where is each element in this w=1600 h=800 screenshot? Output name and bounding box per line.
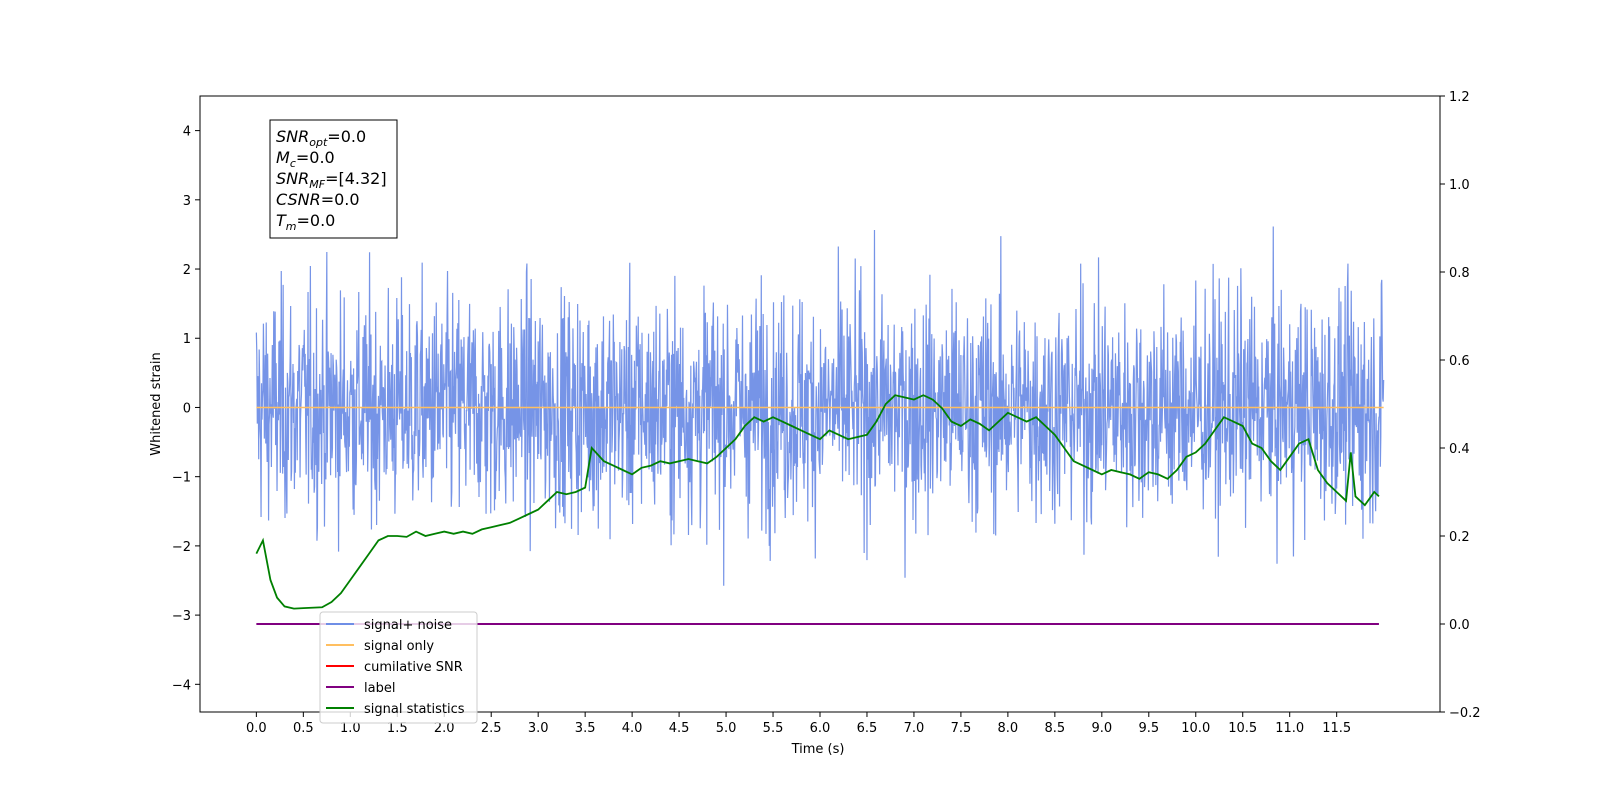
x-axis-label: Time (s) [791, 742, 845, 757]
x-tick-label: 10.5 [1228, 721, 1257, 736]
x-tick-label: 2.0 [434, 721, 455, 736]
y2-tick-label: 1.2 [1449, 90, 1470, 105]
x-tick-label: 7.0 [904, 721, 925, 736]
x-tick-label: 6.0 [810, 721, 831, 736]
y-axis-right: −0.2 0.0 0.2 0.4 0.6 0.8 1.0 1.2 [1440, 90, 1481, 721]
legend-entry: signal statistics [364, 702, 465, 717]
y2-tick-label: −0.2 [1449, 706, 1481, 721]
y-tick-label: 4 [183, 125, 191, 140]
y2-tick-label: 1.0 [1449, 178, 1470, 193]
y-tick-label: 0 [183, 401, 191, 416]
y-axis-label: Whitened strain [149, 352, 164, 455]
x-tick-label: 2.5 [481, 721, 502, 736]
x-tick-label: 6.5 [857, 721, 878, 736]
x-tick-label: 4.0 [622, 721, 643, 736]
x-tick-label: 10.0 [1181, 721, 1210, 736]
x-tick-label: 11.0 [1275, 721, 1304, 736]
y-tick-label: −1 [172, 471, 191, 486]
x-tick-label: 8.0 [998, 721, 1019, 736]
x-tick-label: 5.0 [716, 721, 737, 736]
y2-tick-label: 0.8 [1449, 266, 1470, 281]
x-tick-label: 3.0 [528, 721, 549, 736]
x-tick-label: 7.5 [951, 721, 972, 736]
x-tick-label: 11.5 [1322, 721, 1351, 736]
x-tick-label: 1.5 [387, 721, 408, 736]
x-tick-label: 9.5 [1138, 721, 1159, 736]
x-tick-label: 0.0 [246, 721, 267, 736]
legend-entry: label [364, 681, 395, 696]
y-tick-label: −2 [172, 540, 191, 555]
annotation-line: CSNR=0.0 [276, 190, 360, 209]
annotation-line: SNRopt=0.0 [276, 127, 366, 149]
y2-tick-label: 0.6 [1449, 354, 1470, 369]
annotation-line: Tm=0.0 [276, 211, 335, 233]
x-tick-label: 1.0 [340, 721, 361, 736]
y2-tick-label: 0.4 [1449, 442, 1470, 457]
legend-frame [319, 611, 478, 724]
legend-entry: cumilative SNR [364, 660, 463, 675]
x-tick-label: 4.5 [669, 721, 690, 736]
y-tick-label: 3 [183, 194, 191, 209]
y-tick-label: 1 [183, 332, 191, 347]
legend: signal+ noise signal only cumilative SNR la… [319, 611, 478, 724]
y-tick-label: 2 [183, 263, 191, 278]
legend-entry: signal only [364, 639, 434, 654]
x-tick-label: 0.5 [293, 721, 314, 736]
y2-tick-label: 0.0 [1449, 618, 1470, 633]
plot-area [255, 226, 1385, 625]
series-signal-statistics [255, 394, 1380, 610]
x-tick-label: 8.5 [1045, 721, 1066, 736]
y2-tick-label: 0.2 [1449, 530, 1470, 545]
annotation-line: SNRMF=[4.32] [276, 169, 387, 191]
x-tick-label: 3.5 [575, 721, 596, 736]
y-tick-label: −3 [172, 609, 191, 624]
y-tick-label: −4 [172, 678, 191, 693]
series-signal-noise [255, 226, 1385, 586]
legend-entry: signal+ noise [364, 618, 452, 633]
annotation-line: Mc=0.0 [276, 148, 335, 170]
x-tick-label: 5.5 [763, 721, 784, 736]
x-axis: 0.0 0.5 1.0 1.5 2.0 2.5 3.0 3.5 4.0 4.5 5.0 5.5 6.0 6… [246, 712, 1351, 736]
x-tick-label: 9.0 [1091, 721, 1112, 736]
y-axis-left: −4 −3 −2 −1 0 1 2 3 4 [172, 125, 200, 693]
